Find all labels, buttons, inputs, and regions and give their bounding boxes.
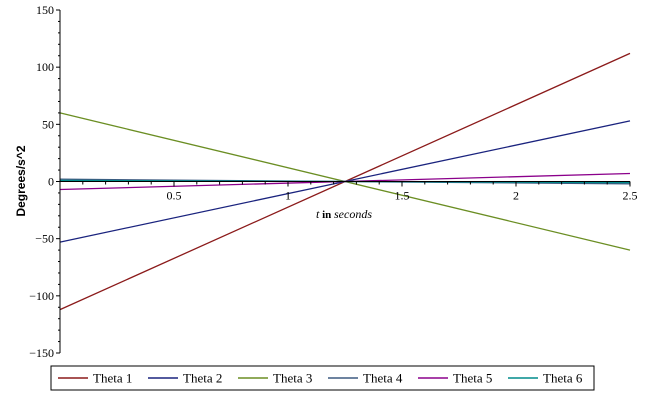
legend-label-6: Theta 6 xyxy=(543,371,583,386)
x-tick-label-3: 2 xyxy=(513,189,519,203)
legend: Theta 1 Theta 2 Theta 3 Theta 4 Theta 5 Theta… xyxy=(50,365,595,391)
x-tick-label-4: 2.5 xyxy=(623,189,638,203)
y-tick-label-3: 0 xyxy=(48,175,54,189)
y-tick-label-1: 100 xyxy=(36,60,54,74)
legend-label-4: Theta 4 xyxy=(363,371,403,386)
x-tick-label-2: 1.5 xyxy=(395,189,410,203)
y-tick-label-6: −150 xyxy=(29,346,54,360)
x-axis-label-var: t xyxy=(316,207,320,221)
x-axis-label-unit: seconds xyxy=(334,207,372,221)
y-tick-label-4: −50 xyxy=(35,232,54,246)
x-axis-label-in: in xyxy=(319,209,334,221)
legend-box xyxy=(50,365,595,391)
ticks-layer: 150 100 50 0 −50 −100 −150 0.5 1 1.5 2 2.5 xyxy=(29,3,637,360)
legend-label-1: Theta 1 xyxy=(93,371,132,386)
y-axis-label: Degrees/s^2 xyxy=(14,145,28,216)
legend-label-2: Theta 2 xyxy=(183,371,222,386)
x-tick-label-0: 0.5 xyxy=(167,189,182,203)
legend-label-5: Theta 5 xyxy=(453,371,492,386)
y-tick-label-0: 150 xyxy=(36,3,54,17)
x-tick-label-1: 1 xyxy=(285,189,291,203)
y-tick-label-2: 50 xyxy=(42,117,54,131)
legend-label-3: Theta 3 xyxy=(273,371,312,386)
y-tick-label-5: −100 xyxy=(29,289,54,303)
axes-layer xyxy=(59,10,630,353)
x-axis-label: t in seconds xyxy=(316,207,372,221)
